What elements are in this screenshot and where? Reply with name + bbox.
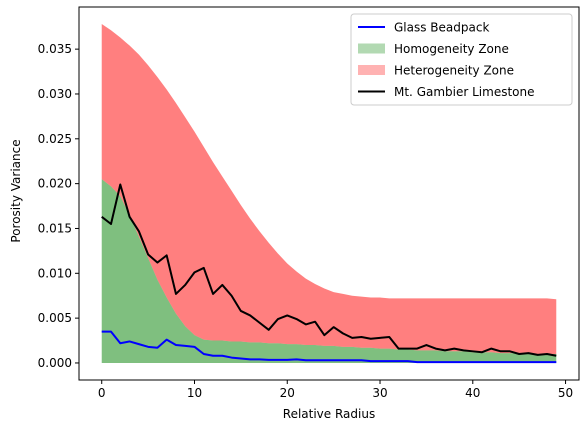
x-tick-label: 10	[187, 386, 202, 400]
legend-box	[350, 13, 573, 106]
legend-swatch-hetero	[358, 65, 385, 75]
x-tick-label: 30	[372, 386, 387, 400]
y-tick-label: 0.025	[38, 132, 72, 146]
x-axis-label: Relative Radius	[283, 407, 375, 421]
y-tick-label: 0.030	[38, 87, 72, 101]
glass-line	[101, 330, 557, 364]
x-tick-label: 40	[465, 386, 480, 400]
legend-label-glass: Glass Beadpack	[394, 21, 489, 35]
y-axis-label: Porosity Variance	[9, 139, 23, 242]
legend: Glass Beadpack Homogeneity Zone Heterogene…	[350, 13, 573, 106]
series-layer	[101, 24, 557, 364]
legend-label-hetero: Heterogeneity Zone	[394, 64, 514, 78]
x-tick-label: 50	[558, 386, 573, 400]
y-tick-label: 0.020	[38, 177, 72, 191]
y-tick-label: 0.010	[38, 266, 72, 280]
homo-zone-area	[101, 179, 557, 363]
plot-frame	[78, 6, 580, 381]
legend-swatch-homo	[358, 43, 385, 54]
axes-layer: 0 10 20 30 40 50 0.000 0.005 0.010 0.015 0.020 0.02…	[38, 6, 580, 400]
legend-label-gambier: Mt. Gambier Limestone	[394, 85, 535, 99]
y-tick-label: 0.015	[38, 221, 72, 235]
y-tick-label: 0.005	[38, 311, 72, 325]
legend-label-homo: Homogeneity Zone	[394, 42, 509, 56]
gambier-line	[101, 183, 557, 357]
x-tick-label: 20	[280, 386, 295, 400]
x-tick-label: 0	[98, 386, 106, 400]
y-tick-label: 0.035	[38, 42, 72, 56]
y-tick-label: 0.000	[38, 356, 72, 370]
hetero-zone-area	[101, 24, 557, 354]
